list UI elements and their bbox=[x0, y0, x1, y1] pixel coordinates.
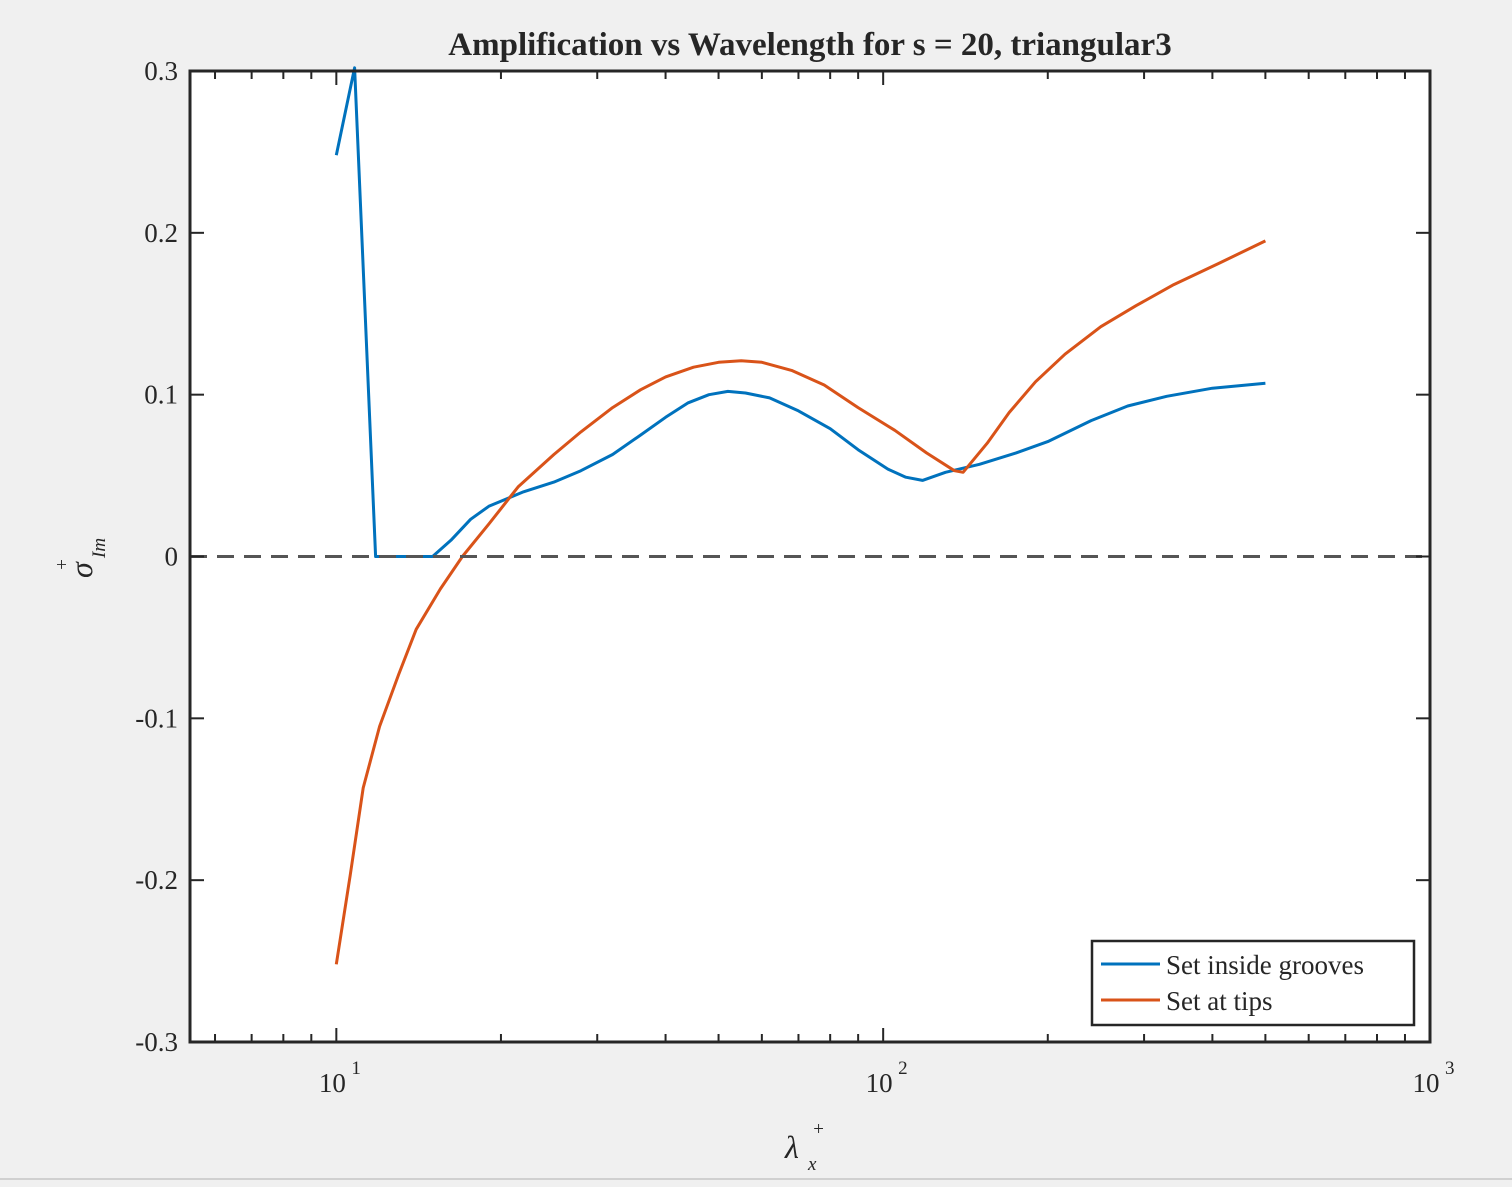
series-line-1 bbox=[334, 239, 1267, 965]
legend-box bbox=[1090, 939, 1416, 1027]
x-tick-label-exp-1: 2 bbox=[898, 1058, 908, 1079]
y-tick-label-6: -0.3 bbox=[135, 1027, 178, 1057]
x-axis-label-sub: x bbox=[807, 1154, 817, 1175]
x-tick-label-1: 10 bbox=[866, 1068, 893, 1098]
window-bottom-edge bbox=[0, 1178, 1512, 1180]
x-tick-label-0: 10 bbox=[319, 1068, 346, 1098]
y-tick-label-1: 0.2 bbox=[144, 218, 178, 248]
y-axis-label-text: σ+ Im bbox=[52, 538, 110, 578]
tick-labels: 0.30.20.10-0.1-0.2-0.310 1 10 2 10 3 bbox=[135, 56, 1454, 1098]
tick-marks bbox=[190, 70, 1431, 1043]
x-tick-label-exp-0: 1 bbox=[351, 1058, 361, 1079]
legend: Set inside grooves Set at tips bbox=[1090, 939, 1416, 1027]
plot-frame bbox=[188, 69, 1432, 1044]
y-tick-label-4: -0.1 bbox=[135, 703, 178, 733]
series-group bbox=[334, 66, 1267, 965]
x-tick-label-2: 10 bbox=[1413, 1068, 1440, 1098]
legend-label-set-inside-grooves: Set inside grooves bbox=[1166, 950, 1364, 980]
chart-title: Amplification vs Wavelength for s = 20, … bbox=[448, 27, 1171, 63]
y-axis-label-sub: Im bbox=[89, 538, 110, 559]
series-line-0 bbox=[334, 66, 1266, 558]
legend-label-set-at-tips: Set at tips bbox=[1166, 986, 1273, 1016]
y-axis-label: σ+ Im bbox=[52, 538, 110, 578]
x-axis-label-main: λ bbox=[784, 1129, 799, 1165]
y-axis-label-sup: + bbox=[52, 558, 73, 571]
y-tick-label-3: 0 bbox=[165, 542, 179, 572]
y-axis-label-main: σ bbox=[63, 561, 99, 578]
y-tick-label-0: 0.3 bbox=[144, 56, 178, 86]
x-axis-label-sup: + bbox=[812, 1119, 825, 1140]
y-tick-label-2: 0.1 bbox=[144, 380, 178, 410]
x-axis-label: λ + x bbox=[784, 1119, 825, 1175]
y-tick-label-5: -0.2 bbox=[135, 865, 178, 895]
x-tick-label-exp-2: 3 bbox=[1445, 1058, 1455, 1079]
